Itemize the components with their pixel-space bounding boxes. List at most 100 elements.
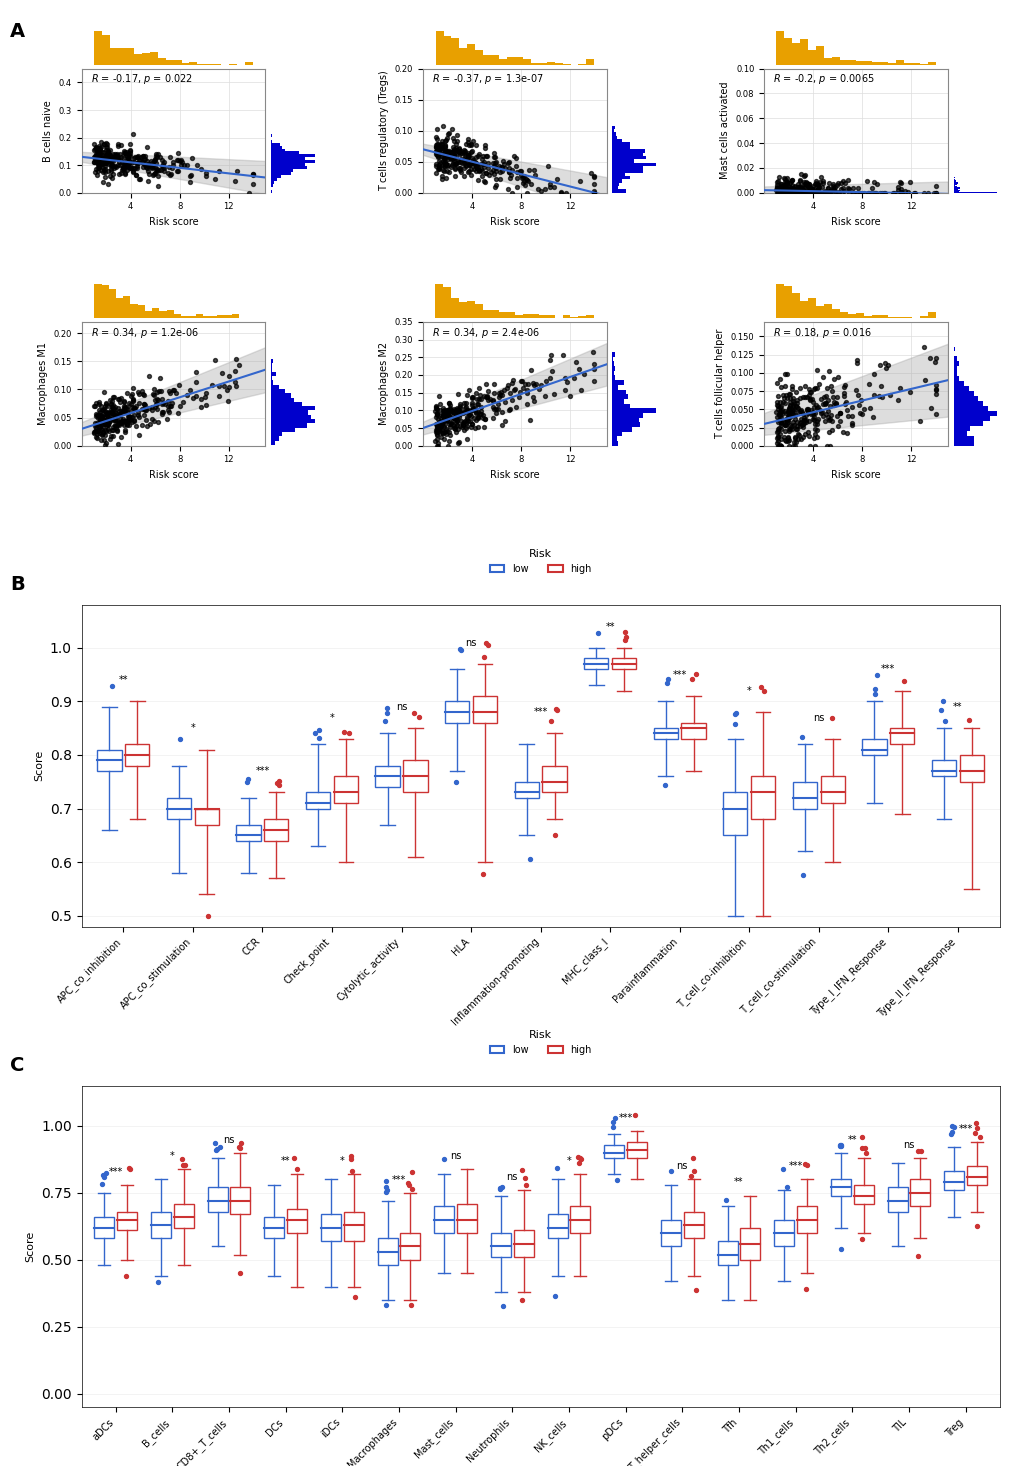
Point: [782, 400, 798, 424]
Bar: [271, 359, 273, 364]
Point: [808, 413, 824, 437]
Point: [586, 358, 602, 381]
Bar: [271, 172, 291, 174]
Point: [444, 141, 461, 164]
Point: [427, 412, 443, 435]
Point: [463, 164, 479, 188]
Point: [469, 406, 485, 430]
Point: [485, 154, 501, 177]
Point: [135, 144, 151, 167]
Bar: [740, 1227, 759, 1259]
Point: [434, 114, 450, 138]
Point: [814, 180, 830, 204]
Point: [519, 180, 535, 204]
Point: [105, 406, 121, 430]
Point: [239, 768, 256, 792]
Bar: [855, 62, 863, 65]
Bar: [815, 45, 823, 65]
Point: [783, 413, 799, 437]
Point: [785, 394, 801, 418]
Point: [802, 399, 818, 422]
Text: *: *: [566, 1157, 571, 1165]
Point: [410, 705, 426, 729]
Point: [823, 172, 840, 195]
Point: [404, 1177, 420, 1201]
Point: [159, 161, 175, 185]
Point: [781, 402, 797, 425]
Point: [795, 177, 811, 201]
Bar: [775, 31, 784, 65]
Point: [116, 399, 132, 422]
Point: [816, 179, 833, 202]
Y-axis label: Macrophages M1: Macrophages M1: [38, 342, 48, 425]
Point: [439, 434, 455, 457]
Point: [185, 387, 202, 410]
Point: [532, 372, 548, 396]
Point: [98, 415, 114, 438]
Point: [462, 157, 478, 180]
Point: [783, 176, 799, 199]
Point: [94, 416, 110, 440]
Bar: [611, 366, 614, 371]
Point: [770, 179, 787, 202]
Text: ***: ***: [672, 670, 686, 680]
Bar: [611, 394, 627, 399]
Point: [436, 405, 452, 428]
Point: [500, 150, 517, 173]
Text: ns: ns: [395, 702, 407, 712]
Point: [819, 172, 836, 195]
Point: [102, 403, 118, 427]
Point: [152, 158, 168, 182]
Point: [102, 409, 118, 432]
Point: [442, 410, 459, 434]
Point: [89, 410, 105, 434]
Bar: [271, 183, 273, 186]
Point: [892, 172, 908, 195]
Point: [865, 170, 881, 194]
Point: [476, 645, 492, 668]
Text: ns: ns: [676, 1161, 687, 1171]
X-axis label: Risk score: Risk score: [489, 217, 539, 227]
Bar: [271, 166, 307, 169]
Point: [468, 409, 484, 432]
Point: [805, 408, 821, 431]
Point: [468, 400, 484, 424]
Point: [849, 349, 865, 372]
Point: [94, 141, 110, 164]
Point: [430, 155, 446, 179]
Point: [143, 155, 159, 179]
Point: [215, 374, 231, 397]
Point: [98, 391, 114, 415]
Point: [427, 430, 443, 453]
Point: [112, 410, 128, 434]
Point: [89, 147, 105, 170]
Point: [830, 400, 847, 424]
Point: [944, 1114, 960, 1138]
Point: [771, 180, 788, 204]
Point: [146, 163, 162, 186]
Point: [438, 399, 454, 422]
Point: [819, 399, 836, 422]
Point: [444, 400, 461, 424]
Point: [844, 176, 860, 199]
Point: [433, 419, 449, 443]
Point: [900, 180, 916, 204]
Point: [810, 372, 826, 396]
Point: [473, 403, 489, 427]
Point: [586, 180, 602, 204]
Point: [817, 384, 834, 408]
Point: [430, 142, 446, 166]
Point: [792, 170, 808, 194]
Point: [125, 408, 142, 431]
Point: [777, 430, 794, 453]
Point: [477, 386, 493, 409]
Point: [793, 410, 809, 434]
Point: [428, 132, 444, 155]
Point: [93, 151, 109, 174]
Point: [462, 409, 478, 432]
Bar: [847, 60, 855, 65]
Point: [797, 386, 813, 409]
Point: [478, 144, 494, 167]
Point: [790, 180, 806, 204]
Point: [514, 164, 530, 188]
